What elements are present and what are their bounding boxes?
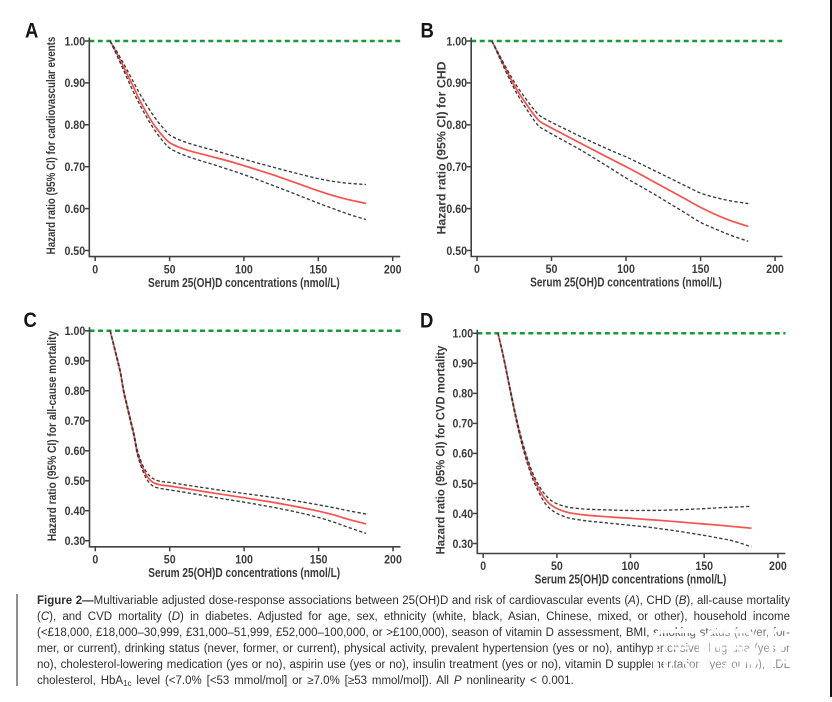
svg-text:100: 100 xyxy=(622,561,640,574)
svg-text:50: 50 xyxy=(164,554,176,567)
svg-text:0.50: 0.50 xyxy=(65,475,86,488)
svg-text:0.90: 0.90 xyxy=(65,355,86,368)
svg-text:150: 150 xyxy=(310,554,328,567)
svg-text:0.70: 0.70 xyxy=(452,418,473,431)
svg-text:200: 200 xyxy=(384,264,402,277)
svg-text:0.60: 0.60 xyxy=(65,445,86,458)
svg-text:0.90: 0.90 xyxy=(64,78,85,91)
svg-text:0.40: 0.40 xyxy=(452,508,473,521)
svg-text:200: 200 xyxy=(769,561,787,574)
svg-text:0.50: 0.50 xyxy=(452,478,473,491)
svg-text:0.70: 0.70 xyxy=(65,415,86,428)
svg-text:0.70: 0.70 xyxy=(64,161,85,174)
svg-text:0.50: 0.50 xyxy=(64,245,85,258)
svg-text:0: 0 xyxy=(92,264,98,277)
svg-text:1.00: 1.00 xyxy=(452,328,473,341)
svg-text:Serum 25(OH)D concentrations (: Serum 25(OH)D concentrations (nmol/L) xyxy=(530,277,722,290)
svg-text:1.00: 1.00 xyxy=(64,36,85,49)
svg-text:0.30: 0.30 xyxy=(65,535,86,548)
svg-text:200: 200 xyxy=(766,264,784,277)
svg-text:150: 150 xyxy=(695,561,713,574)
svg-text:150: 150 xyxy=(309,264,327,277)
svg-text:50: 50 xyxy=(164,264,176,277)
svg-text:100: 100 xyxy=(235,264,253,277)
svg-text:0.80: 0.80 xyxy=(446,119,467,132)
svg-text:0: 0 xyxy=(480,561,486,574)
svg-text:0.60: 0.60 xyxy=(452,448,473,461)
svg-text:C: C xyxy=(24,309,37,333)
svg-text:0.80: 0.80 xyxy=(452,388,473,401)
svg-text:0.60: 0.60 xyxy=(64,203,85,216)
svg-text:Hazard ratio (95% CI) for card: Hazard ratio (95% CI) for cardiovascular… xyxy=(45,37,58,255)
svg-text:0.50: 0.50 xyxy=(446,245,467,258)
svg-text:Serum 25(OH)D concentrations (: Serum 25(OH)D concentrations (nmol/L) xyxy=(148,277,340,290)
svg-text:0.90: 0.90 xyxy=(446,78,467,91)
svg-text:0.90: 0.90 xyxy=(452,358,473,371)
svg-text:0: 0 xyxy=(92,554,98,567)
svg-text:Serum 25(OH)D concentrations (: Serum 25(OH)D concentrations (nmol/L) xyxy=(148,567,340,580)
svg-text:0.30: 0.30 xyxy=(452,538,473,551)
svg-text:A: A xyxy=(25,19,38,43)
svg-text:0.80: 0.80 xyxy=(65,385,86,398)
svg-text:Hazard ratio (95% CI) for CHD: Hazard ratio (95% CI) for CHD xyxy=(435,61,449,234)
svg-text:Serum 25(OH)D concentrations (: Serum 25(OH)D concentrations (nmol/L) xyxy=(535,574,727,587)
svg-text:1.00: 1.00 xyxy=(446,36,467,49)
svg-text:Hazard ratio (95% CI) for all-: Hazard ratio (95% CI) for all-cause mort… xyxy=(46,330,59,541)
svg-text:100: 100 xyxy=(617,264,635,277)
svg-text:Hazard ratio (95% CI) for CVD: Hazard ratio (95% CI) for CVD mortality xyxy=(434,345,447,554)
svg-text:150: 150 xyxy=(692,264,710,277)
svg-text:0.70: 0.70 xyxy=(446,161,467,174)
svg-text:200: 200 xyxy=(384,554,402,567)
svg-text:0.60: 0.60 xyxy=(446,203,467,216)
svg-text:1.00: 1.00 xyxy=(65,325,86,338)
svg-text:0.80: 0.80 xyxy=(64,119,85,132)
svg-text:D: D xyxy=(420,309,433,333)
svg-text:0.40: 0.40 xyxy=(65,505,86,518)
svg-text:50: 50 xyxy=(546,264,558,277)
svg-text:100: 100 xyxy=(235,554,253,567)
svg-text:50: 50 xyxy=(551,561,563,574)
svg-text:B: B xyxy=(421,19,434,43)
svg-text:0: 0 xyxy=(474,264,480,277)
